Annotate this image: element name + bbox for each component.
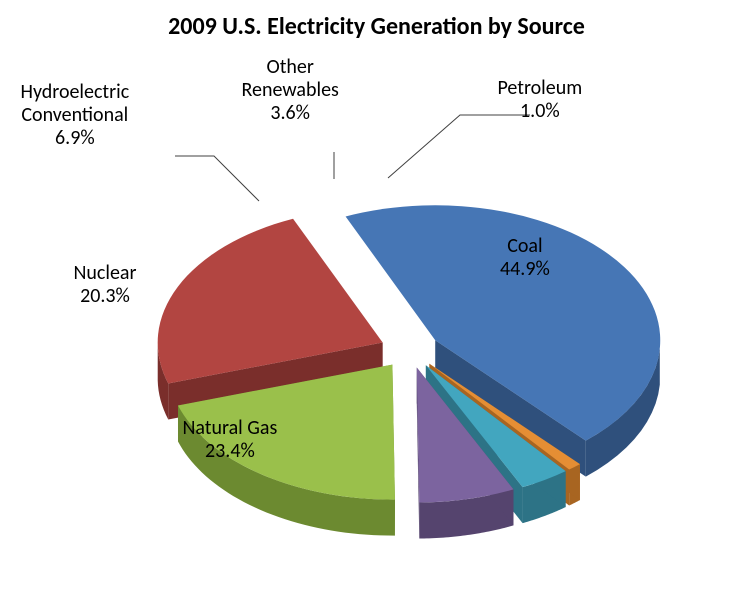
- slice-pct: 20.3%: [80, 284, 130, 308]
- slice-name: Nuclear: [74, 261, 137, 285]
- slice-name: Petroleum: [498, 76, 583, 100]
- slice-label: OtherRenewables3.6%: [242, 56, 339, 125]
- slice-label: Nuclear20.3%: [74, 262, 137, 308]
- leader-line: [388, 115, 530, 178]
- slice-pct: 3.6%: [270, 101, 310, 125]
- slice-name: HydroelectricConventional: [21, 80, 130, 127]
- slice-label: Petroleum1.0%: [498, 77, 583, 123]
- slice-pct: 44.9%: [500, 257, 550, 281]
- slice-name: OtherRenewables: [242, 55, 339, 102]
- slice-pct: 1.0%: [520, 99, 560, 123]
- slice-label: Coal44.9%: [500, 235, 550, 281]
- slice-label: HydroelectricConventional6.9%: [21, 81, 130, 150]
- slice-pct: 23.4%: [205, 439, 255, 463]
- slice-pct: 6.9%: [55, 126, 95, 150]
- slice-name: Natural Gas: [183, 416, 278, 440]
- slice-label: Natural Gas23.4%: [183, 417, 278, 463]
- slice-name: Coal: [507, 234, 542, 258]
- leader-line: [175, 156, 259, 201]
